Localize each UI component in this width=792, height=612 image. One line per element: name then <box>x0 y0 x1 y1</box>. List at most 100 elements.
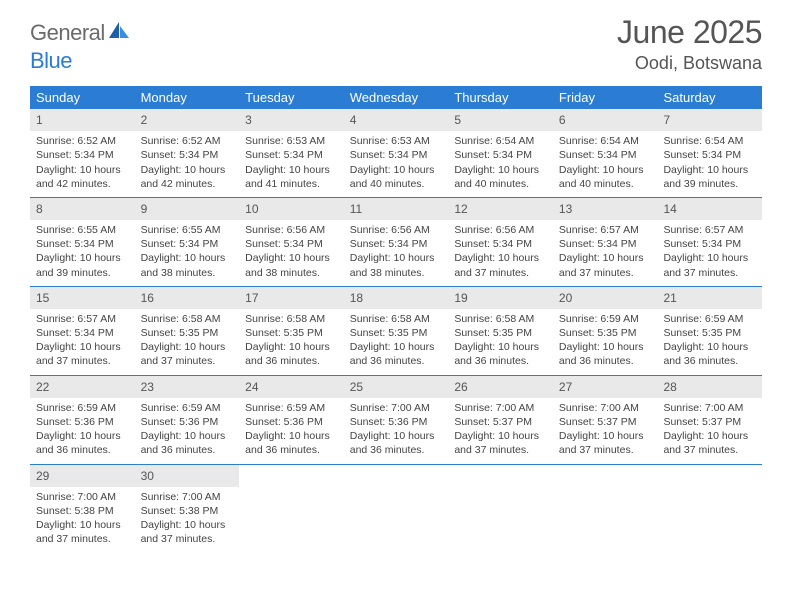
weekday-header: Monday <box>135 86 240 109</box>
day-cell: 19Sunrise: 6:58 AMSunset: 5:35 PMDayligh… <box>448 287 553 375</box>
sunset-text: Sunset: 5:34 PM <box>350 237 443 251</box>
day-number <box>553 465 658 471</box>
sunrise-text: Sunrise: 6:54 AM <box>663 134 756 148</box>
day-number: 25 <box>344 376 449 398</box>
daylight-text: Daylight: 10 hours and 36 minutes. <box>559 340 652 368</box>
day-number: 3 <box>239 109 344 131</box>
day-number: 11 <box>344 198 449 220</box>
sunset-text: Sunset: 5:38 PM <box>141 504 234 518</box>
day-cell: 5Sunrise: 6:54 AMSunset: 5:34 PMDaylight… <box>448 109 553 197</box>
sunrise-text: Sunrise: 7:00 AM <box>141 490 234 504</box>
day-cell: 8Sunrise: 6:55 AMSunset: 5:34 PMDaylight… <box>30 198 135 286</box>
sunrise-text: Sunrise: 6:59 AM <box>663 312 756 326</box>
sunrise-text: Sunrise: 6:59 AM <box>245 401 338 415</box>
sunset-text: Sunset: 5:36 PM <box>36 415 129 429</box>
sunset-text: Sunset: 5:35 PM <box>559 326 652 340</box>
location-subtitle: Oodi, Botswana <box>617 53 762 74</box>
sunrise-text: Sunrise: 6:58 AM <box>141 312 234 326</box>
day-cell: 24Sunrise: 6:59 AMSunset: 5:36 PMDayligh… <box>239 376 344 464</box>
sunrise-text: Sunrise: 6:58 AM <box>245 312 338 326</box>
sunset-text: Sunset: 5:36 PM <box>245 415 338 429</box>
sunrise-text: Sunrise: 6:56 AM <box>350 223 443 237</box>
day-number: 14 <box>657 198 762 220</box>
day-number <box>239 465 344 471</box>
day-number: 6 <box>553 109 658 131</box>
day-cell: 28Sunrise: 7:00 AMSunset: 5:37 PMDayligh… <box>657 376 762 464</box>
logo-word2: Blue <box>30 48 72 74</box>
day-cell: 25Sunrise: 7:00 AMSunset: 5:36 PMDayligh… <box>344 376 449 464</box>
sunset-text: Sunset: 5:35 PM <box>454 326 547 340</box>
sunrise-text: Sunrise: 6:53 AM <box>350 134 443 148</box>
day-cell: 6 Sunrise: 6:54 AMSunset: 5:34 PMDaylight… <box>553 109 658 197</box>
week-row: 1Sunrise: 6:52 AMSunset: 5:34 PMDaylight… <box>30 109 762 197</box>
title-block: June 2025 Oodi, Botswana <box>617 14 762 74</box>
day-number: 7 <box>657 109 762 131</box>
day-cell: 16Sunrise: 6:58 AMSunset: 5:35 PMDayligh… <box>135 287 240 375</box>
day-number: 21 <box>657 287 762 309</box>
day-cell <box>553 465 658 553</box>
day-number: 22 <box>30 376 135 398</box>
sunset-text: Sunset: 5:35 PM <box>350 326 443 340</box>
sunrise-text: Sunrise: 6:55 AM <box>36 223 129 237</box>
sunset-text: Sunset: 5:36 PM <box>350 415 443 429</box>
daylight-text: Daylight: 10 hours and 41 minutes. <box>245 163 338 191</box>
sunset-text: Sunset: 5:34 PM <box>36 237 129 251</box>
week-row: 29Sunrise: 7:00 AMSunset: 5:38 PMDayligh… <box>30 464 762 553</box>
sunrise-text: Sunrise: 6:59 AM <box>141 401 234 415</box>
week-row: 8Sunrise: 6:55 AMSunset: 5:34 PMDaylight… <box>30 197 762 286</box>
day-number: 20 <box>553 287 658 309</box>
daylight-text: Daylight: 10 hours and 40 minutes. <box>559 163 652 191</box>
day-cell: 12Sunrise: 6:56 AMSunset: 5:34 PMDayligh… <box>448 198 553 286</box>
sunrise-text: Sunrise: 6:57 AM <box>36 312 129 326</box>
sunrise-text: Sunrise: 6:56 AM <box>245 223 338 237</box>
sunset-text: Sunset: 5:34 PM <box>36 148 129 162</box>
daylight-text: Daylight: 10 hours and 36 minutes. <box>454 340 547 368</box>
weekday-header: Sunday <box>30 86 135 109</box>
daylight-text: Daylight: 10 hours and 39 minutes. <box>663 163 756 191</box>
day-number: 16 <box>135 287 240 309</box>
day-cell <box>344 465 449 553</box>
sunrise-text: Sunrise: 6:52 AM <box>141 134 234 148</box>
day-cell: 20 Sunrise: 6:59 AMSunset: 5:35 PMDayligh… <box>553 287 658 375</box>
sunrise-text: Sunrise: 6:59 AM <box>559 312 652 326</box>
sunset-text: Sunset: 5:38 PM <box>36 504 129 518</box>
day-cell: 22Sunrise: 6:59 AMSunset: 5:36 PMDayligh… <box>30 376 135 464</box>
sunrise-text: Sunrise: 6:59 AM <box>36 401 129 415</box>
day-cell <box>239 465 344 553</box>
sunset-text: Sunset: 5:34 PM <box>350 148 443 162</box>
sunrise-text: Sunrise: 7:00 AM <box>350 401 443 415</box>
sunset-text: Sunset: 5:34 PM <box>559 237 652 251</box>
day-number <box>657 465 762 471</box>
day-cell: 17Sunrise: 6:58 AMSunset: 5:35 PMDayligh… <box>239 287 344 375</box>
day-number: 2 <box>135 109 240 131</box>
daylight-text: Daylight: 10 hours and 42 minutes. <box>36 163 129 191</box>
day-cell: 3Sunrise: 6:53 AMSunset: 5:34 PMDaylight… <box>239 109 344 197</box>
daylight-text: Daylight: 10 hours and 38 minutes. <box>245 251 338 279</box>
sunset-text: Sunset: 5:36 PM <box>141 415 234 429</box>
day-cell: 23Sunrise: 6:59 AMSunset: 5:36 PMDayligh… <box>135 376 240 464</box>
day-cell: 1Sunrise: 6:52 AMSunset: 5:34 PMDaylight… <box>30 109 135 197</box>
day-cell: 30Sunrise: 7:00 AMSunset: 5:38 PMDayligh… <box>135 465 240 553</box>
day-number: 15 <box>30 287 135 309</box>
sunset-text: Sunset: 5:34 PM <box>141 148 234 162</box>
sunset-text: Sunset: 5:34 PM <box>141 237 234 251</box>
day-cell: 7Sunrise: 6:54 AMSunset: 5:34 PMDaylight… <box>657 109 762 197</box>
weekday-header-row: Sunday Monday Tuesday Wednesday Thursday… <box>30 86 762 109</box>
day-cell: 9Sunrise: 6:55 AMSunset: 5:34 PMDaylight… <box>135 198 240 286</box>
day-number: 4 <box>344 109 449 131</box>
sunset-text: Sunset: 5:34 PM <box>663 237 756 251</box>
sunrise-text: Sunrise: 6:54 AM <box>559 134 652 148</box>
day-number: 27 <box>553 376 658 398</box>
sunset-text: Sunset: 5:34 PM <box>559 148 652 162</box>
sunrise-text: Sunrise: 6:57 AM <box>559 223 652 237</box>
calendar: Sunday Monday Tuesday Wednesday Thursday… <box>30 86 762 552</box>
sunrise-text: Sunrise: 6:53 AM <box>245 134 338 148</box>
daylight-text: Daylight: 10 hours and 40 minutes. <box>350 163 443 191</box>
daylight-text: Daylight: 10 hours and 40 minutes. <box>454 163 547 191</box>
daylight-text: Daylight: 10 hours and 37 minutes. <box>663 251 756 279</box>
logo-line2: Blue <box>30 42 72 74</box>
sunset-text: Sunset: 5:34 PM <box>36 326 129 340</box>
sunrise-text: Sunrise: 7:00 AM <box>559 401 652 415</box>
day-cell: 10Sunrise: 6:56 AMSunset: 5:34 PMDayligh… <box>239 198 344 286</box>
daylight-text: Daylight: 10 hours and 37 minutes. <box>141 518 234 546</box>
